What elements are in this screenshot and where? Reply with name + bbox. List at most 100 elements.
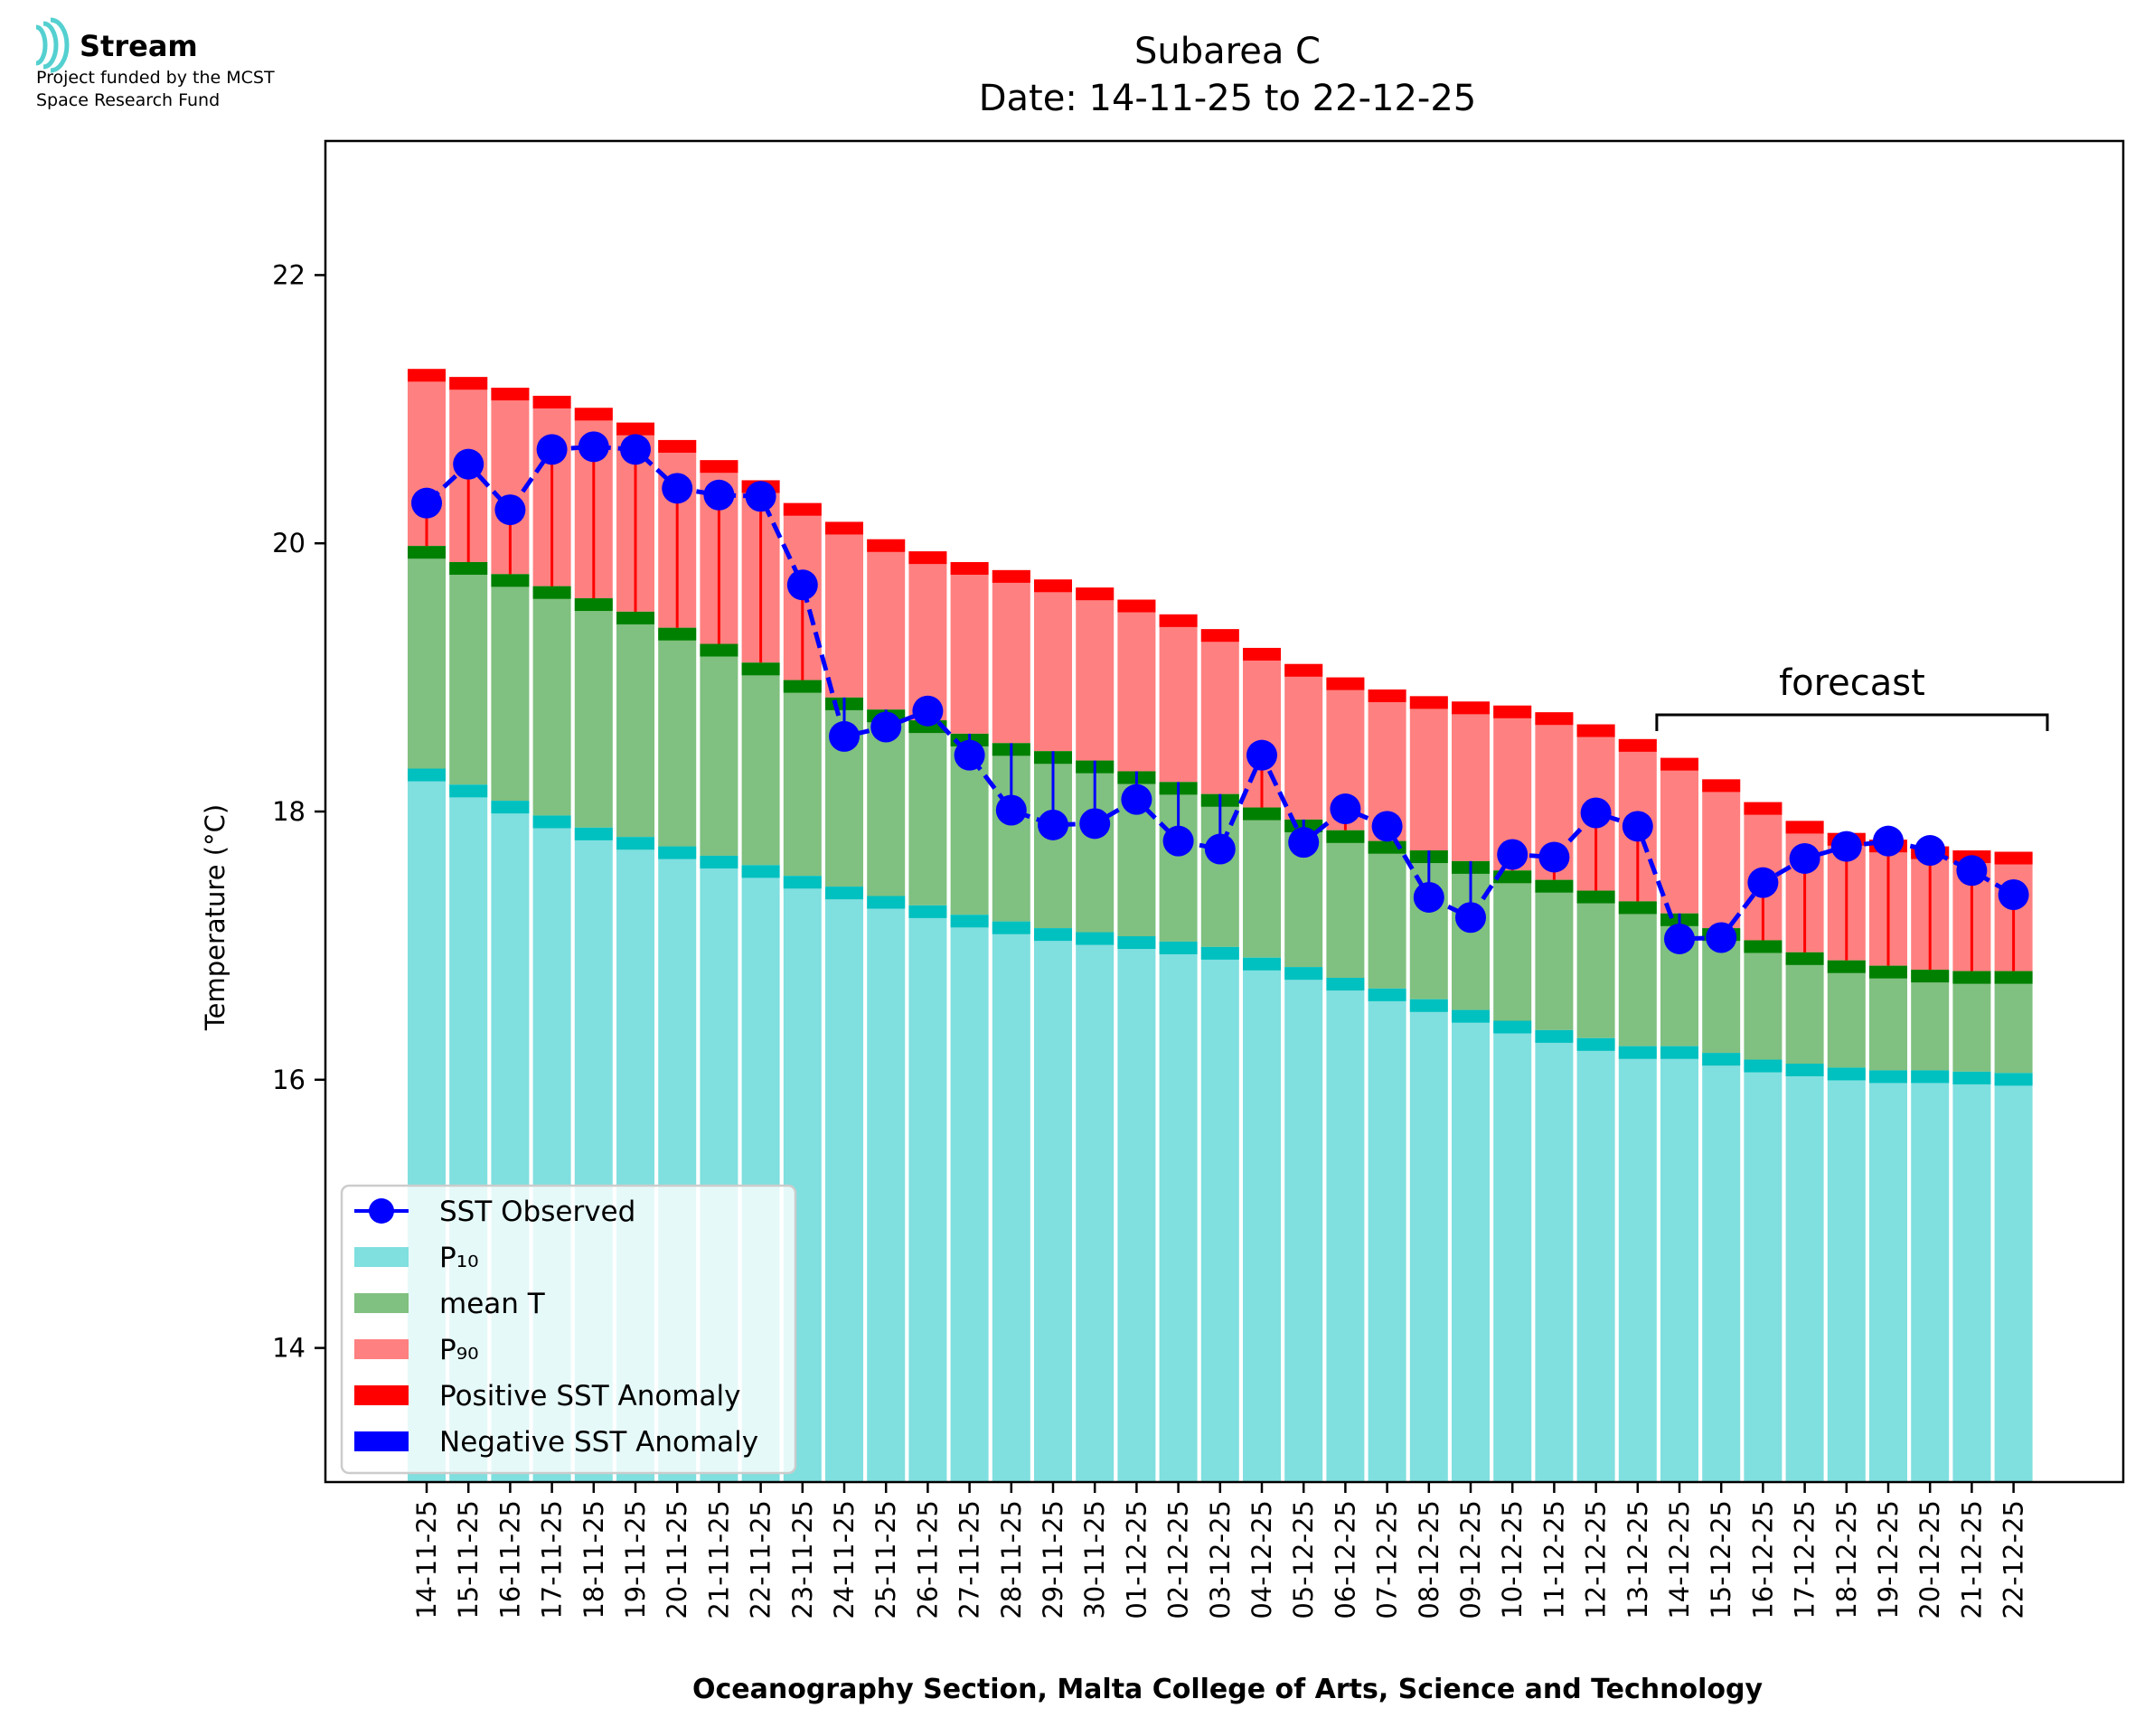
p10-bar (1618, 1046, 1657, 1482)
p10-bar-cap (1284, 967, 1323, 981)
p90-bar-cap (1034, 579, 1072, 593)
p10-bar (992, 921, 1030, 1482)
p10-bar (950, 915, 989, 1482)
x-tick-label: 19-12-25 (1873, 1500, 1904, 1619)
p10-bar (1576, 1037, 1615, 1482)
p90-bar-cap (825, 521, 863, 535)
p10-bar-cap (1243, 957, 1281, 971)
logo-line-2: Space Research Fund (36, 90, 220, 110)
x-tick-label: 09-12-25 (1455, 1500, 1486, 1619)
mean-bar-cap (658, 627, 697, 641)
y-axis: 14 16 18 20 22 (272, 259, 325, 1364)
p90-bar-cap (700, 460, 738, 474)
p90-bar (867, 539, 906, 710)
p10-bar-cap (1911, 1070, 1950, 1084)
x-tick-label: 06-12-25 (1330, 1500, 1360, 1619)
mean-bar-cap (1243, 807, 1281, 821)
mean-bar-cap (1911, 970, 1950, 983)
mean-bar (741, 662, 780, 866)
x-axis-label: Oceanography Section, Malta College of A… (692, 1674, 1764, 1705)
x-tick-label: 30-11-25 (1079, 1500, 1110, 1619)
mean-bar-cap (574, 598, 613, 612)
p10-bar-cap (1994, 1073, 2033, 1086)
logo-name: Stream (80, 29, 198, 63)
p10-bar (1535, 1029, 1574, 1482)
y-axis-label: Temperature (°C) (200, 804, 230, 1031)
p10-bar-cap (950, 915, 989, 928)
p90-bar (950, 561, 989, 734)
y-tick-label: 14 (272, 1333, 306, 1364)
p10-bar (825, 887, 863, 1482)
x-tick-label: 25-11-25 (870, 1500, 901, 1619)
observed-point (1455, 902, 1486, 934)
p90-bar-cap (658, 439, 697, 453)
x-tick-label: 22-11-25 (746, 1500, 776, 1619)
observed-point (1121, 784, 1152, 815)
p10-bar-cap (1326, 978, 1365, 991)
x-tick-label: 29-11-25 (1038, 1500, 1068, 1619)
observed-point (745, 481, 776, 512)
forecast-label: forecast (1779, 662, 1925, 704)
p10-bar (1869, 1070, 1907, 1482)
x-tick-label: 26-11-25 (912, 1500, 943, 1619)
observed-point (578, 431, 609, 463)
p10-bar-cap (908, 905, 947, 918)
p10-bar-cap (1076, 932, 1115, 945)
p90-bar-cap (1785, 821, 1824, 834)
mean-bar-cap (1827, 960, 1866, 973)
legend-swatch-mean (354, 1293, 409, 1313)
p90-bar (908, 551, 947, 721)
observed-point (870, 711, 902, 743)
observed-point (411, 487, 442, 519)
observed-point (1956, 855, 1988, 887)
observed-point (1914, 835, 1946, 867)
p10-bar-cap (1159, 941, 1198, 954)
y-tick-label: 18 (272, 796, 306, 827)
p10-bar (1284, 967, 1323, 1482)
x-tick-label: 24-11-25 (829, 1500, 860, 1619)
p90-bar-cap (1452, 701, 1490, 715)
observed-point (1664, 923, 1695, 954)
mean-bar-cap (1994, 971, 2033, 984)
p90-bar-cap (1660, 757, 1698, 771)
x-tick-label: 22-12-25 (1999, 1500, 2029, 1619)
legend: SST Observed P₁₀ mean T P₉₀ Positive SST… (340, 1184, 797, 1475)
legend-swatch-observed-marker (369, 1198, 394, 1224)
x-tick-label: 05-12-25 (1288, 1500, 1319, 1619)
p90-bar (1409, 696, 1448, 851)
legend-label-p90: P₉₀ (439, 1334, 479, 1366)
p10-bar-cap (532, 815, 571, 829)
mean-bar (408, 546, 446, 769)
mean-bar (1243, 807, 1281, 958)
p90-bar-cap (1200, 629, 1239, 643)
mean-bar-cap (1952, 971, 1991, 984)
mean-bar (1785, 952, 1824, 1064)
mean-bar (1869, 965, 1907, 1071)
mean-bar (700, 643, 738, 856)
p10-bar-cap (408, 768, 446, 782)
mean-bar-cap (1326, 830, 1365, 843)
mean-bar (783, 680, 822, 877)
mean-bar-cap (616, 611, 654, 624)
x-tick-label: 20-11-25 (662, 1500, 692, 1619)
mean-bar (1911, 970, 1950, 1071)
x-tick-label: 28-11-25 (996, 1500, 1027, 1619)
mean-bar (658, 627, 697, 847)
p90-bar-cap (1243, 647, 1281, 661)
observed-point (1497, 839, 1528, 870)
mean-bar (1493, 870, 1532, 1021)
observed-point (536, 434, 568, 465)
p90-bar (1660, 757, 1698, 914)
p10-bar-cap (992, 921, 1030, 934)
x-tick-label: 04-12-25 (1246, 1500, 1277, 1619)
mean-bar (449, 561, 488, 785)
p10-bar (1368, 988, 1406, 1482)
chart-title: Subarea C (1134, 31, 1321, 72)
p90-bar-cap (616, 422, 654, 436)
p10-bar-cap (1409, 999, 1448, 1012)
p10-bar-cap (1535, 1029, 1574, 1043)
observed-point (662, 473, 693, 504)
observed-point (954, 739, 985, 771)
p90-bar-cap (1618, 738, 1657, 752)
